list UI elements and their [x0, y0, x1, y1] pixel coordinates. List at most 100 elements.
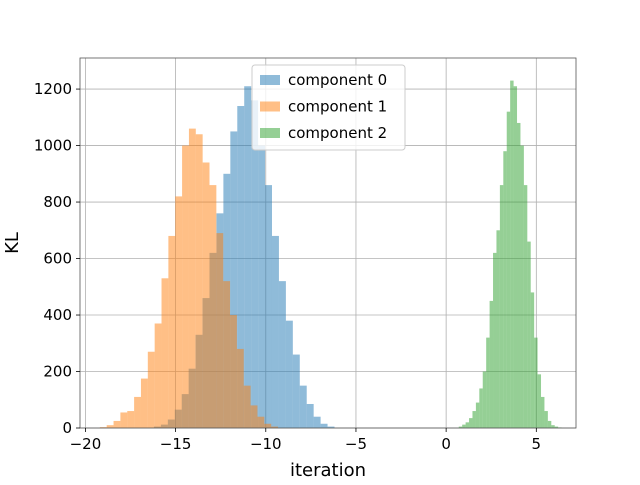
histogram-bar	[327, 426, 335, 428]
histogram-bar	[195, 134, 203, 429]
histogram-bar	[510, 80, 514, 428]
histogram-bar	[534, 337, 538, 428]
histogram-bar	[544, 411, 548, 428]
histogram-bar	[458, 426, 463, 428]
plot-frame	[79, 57, 577, 429]
axis-ticks: −20 −15 −10 −5 0 5 0 200 400 600 800 1000 1200	[34, 80, 541, 453]
series-1-bars	[99, 128, 279, 429]
legend: component 0 component 1 component 2	[251, 64, 406, 151]
histogram-bar	[493, 252, 497, 428]
histogram-bar	[472, 411, 476, 428]
x-tick-label: −15	[160, 435, 192, 453]
histogram-bar	[506, 111, 511, 428]
histogram-bar	[216, 233, 224, 428]
histogram-bar	[113, 420, 121, 428]
y-tick-label: 600	[43, 250, 72, 268]
histogram-bar	[244, 86, 252, 429]
histogram-bar	[499, 185, 504, 428]
histogram-bars	[99, 80, 562, 429]
histogram-bar	[520, 145, 524, 428]
histogram-bar	[547, 420, 552, 428]
histogram-bar	[265, 185, 272, 428]
histogram-bar	[134, 396, 141, 428]
histogram-bar	[541, 396, 545, 428]
legend-swatch	[260, 101, 280, 112]
histogram-bar	[513, 86, 518, 429]
legend-label: component 2	[288, 124, 387, 142]
y-tick-label: 800	[43, 193, 72, 211]
histogram-bar	[496, 230, 500, 428]
histogram-bar	[127, 411, 135, 428]
y-tick-label: 1000	[34, 137, 72, 155]
series-2-bars	[458, 80, 562, 429]
histogram-bar	[465, 422, 470, 428]
histogram-bar	[554, 426, 559, 428]
histogram-bar	[106, 425, 114, 428]
histogram-bar	[530, 292, 535, 428]
x-axis-label: iteration	[290, 460, 366, 480]
histogram-bar	[313, 416, 321, 428]
histogram-bar	[479, 388, 483, 428]
histogram-bar	[489, 300, 494, 428]
histogram-bar	[486, 337, 490, 428]
histogram-bar	[258, 145, 266, 428]
histogram-bar	[230, 315, 237, 428]
histogram-bar	[188, 128, 196, 428]
histogram-bar	[230, 131, 238, 428]
histogram-bar	[257, 416, 265, 428]
x-tick-label: −5	[345, 435, 367, 453]
legend-label: component 0	[288, 71, 387, 89]
histogram-bar	[161, 278, 169, 428]
histogram-bar	[243, 385, 251, 428]
x-tick-label: −20	[70, 435, 102, 453]
histogram-bar	[237, 106, 245, 429]
legend-swatch	[260, 128, 280, 138]
legend-swatch	[260, 75, 280, 85]
histogram-bar	[551, 425, 555, 428]
histogram-bar	[523, 185, 528, 428]
legend-box	[251, 64, 406, 151]
histogram-bar	[482, 371, 487, 428]
histogram-bar	[99, 427, 107, 428]
histogram-bar	[236, 348, 244, 428]
histogram-bar	[462, 424, 466, 428]
histogram-bar	[271, 426, 279, 428]
histogram-bar	[271, 235, 279, 428]
histogram-bar	[299, 385, 307, 428]
histogram-bar	[537, 374, 542, 428]
legend-label: component 1	[288, 98, 387, 116]
histogram-bar	[175, 196, 183, 428]
histogram-bar	[264, 423, 272, 428]
histogram-bar	[503, 151, 507, 428]
y-tick-label: 1200	[34, 80, 72, 98]
histogram-bar	[202, 162, 210, 428]
histogram-bar	[517, 122, 521, 429]
histogram-bar	[209, 185, 217, 428]
y-tick-label: 200	[43, 363, 72, 381]
histogram-bar	[223, 281, 231, 428]
histogram-bar	[251, 100, 259, 429]
y-tick-label: 400	[43, 306, 72, 324]
histogram-bar	[278, 281, 286, 428]
y-tick-label: 0	[62, 419, 72, 437]
histogram-bar	[527, 241, 531, 428]
histogram-bar	[120, 412, 128, 428]
histogram-bar	[320, 423, 328, 428]
histogram-bar	[306, 403, 314, 428]
x-tick-label: 5	[532, 435, 542, 453]
histogram-bar	[168, 235, 176, 428]
histogram-bar	[292, 354, 300, 428]
x-tick-label: 0	[441, 435, 451, 453]
y-axis-label: KL	[2, 232, 23, 254]
x-tick-label: −10	[250, 435, 282, 453]
histogram-bar	[475, 402, 480, 428]
histogram-bar	[182, 145, 189, 428]
histogram-bar	[147, 351, 155, 428]
histogram-bar	[154, 323, 162, 428]
histogram-bar	[469, 418, 473, 428]
histogram-bar	[285, 320, 293, 428]
histogram-bar	[140, 378, 148, 428]
histogram-bar	[250, 405, 258, 428]
